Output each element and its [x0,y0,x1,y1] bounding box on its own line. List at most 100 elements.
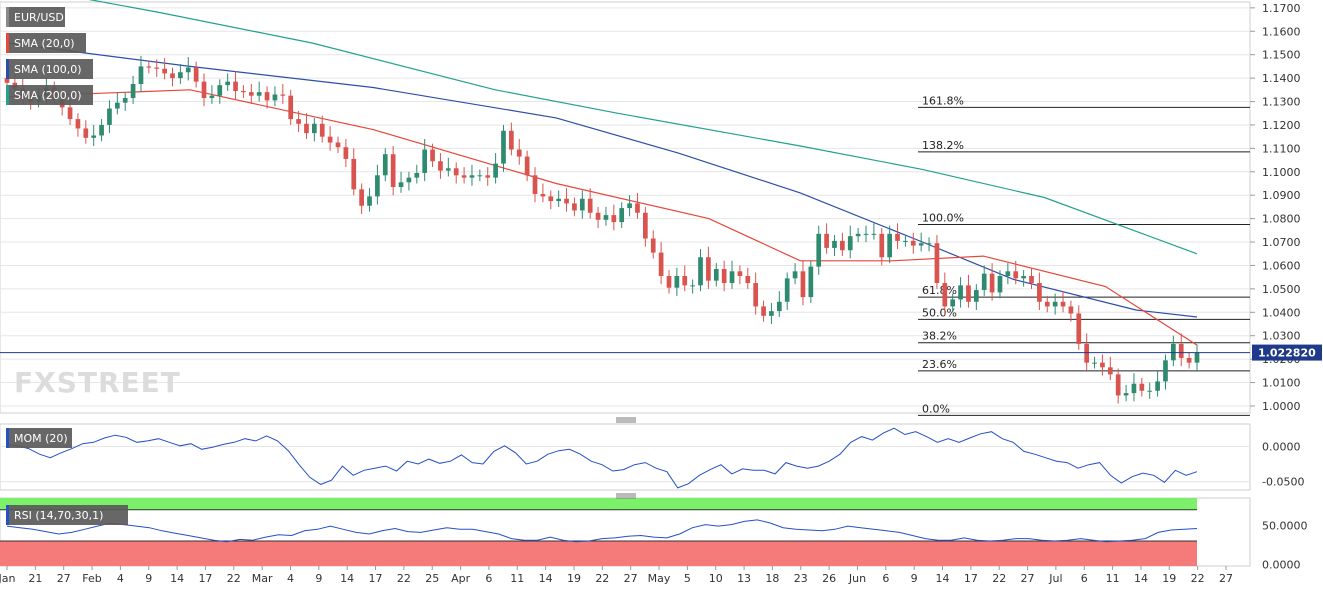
candle-body [280,94,286,96]
legend-swatch [6,428,9,448]
x-tick-label: Jan [0,572,16,585]
candle-body [193,67,199,82]
fib-label: 0.0% [922,402,950,415]
candle-body [493,163,498,178]
price-legend: EUR/USD [6,7,65,27]
candle-body [1013,271,1019,279]
x-tick-label: 21 [28,572,42,585]
price-panel[interactable]: 1.00001.01001.02001.03001.04001.05001.06… [0,0,1322,416]
candle-body [509,130,514,150]
candle-body [414,172,420,178]
candle-body [1178,343,1184,358]
candle-body [1021,276,1026,279]
legend-bg [6,428,72,448]
candle-body [548,196,554,202]
candle-body [209,95,215,99]
candle-body [91,135,97,138]
x-tick-label: 9 [315,572,322,585]
rsi-panel[interactable]: 50.0000 0.0000 [0,497,1308,571]
fib-label: 50.0% [922,306,957,319]
fib-label: 38.2% [922,330,957,343]
y-tick-label: 1.0700 [1262,236,1301,249]
candle-body [966,285,971,302]
x-tick-label: 14 [340,572,354,585]
x-tick-label: 22 [227,572,241,585]
sma100-line [6,42,1198,318]
legend-text: SMA (20,0) [14,37,75,50]
x-tick-label: 9 [911,572,918,585]
candle-body [453,168,459,176]
candle-body [1084,343,1090,363]
candle-body [855,233,861,237]
candle-body [477,175,483,177]
momentum-legend: MOM (20) [6,428,72,448]
candle-body [327,136,333,143]
candle-body [540,194,546,197]
momentum-panel[interactable]: 0.0000 -0.0500 [0,423,1304,491]
candle-body [832,240,837,248]
y-tick-label: 1.1100 [1262,142,1301,155]
candle-body [721,268,727,284]
candle-body [942,283,948,307]
y-tick-label: 0.0000 [1262,440,1301,453]
x-tick-label: Mar [252,572,273,585]
y-tick-label: 0.0000 [1262,558,1301,571]
fib-label: 23.6% [922,358,957,371]
candle-body [1029,276,1034,284]
candle-body [816,233,822,267]
candle-body [1115,374,1121,396]
candle-body [1044,301,1050,307]
candle-body [83,128,89,138]
candle-body [516,149,522,157]
x-tick-label: 18 [765,572,779,585]
candle-body [438,161,443,171]
candle-body [863,233,869,235]
candle-body [170,73,175,79]
y-tick-label: 1.0800 [1262,213,1301,226]
x-tick-label: 4 [287,572,294,585]
candle-body [138,66,144,84]
candle-body [1052,301,1058,307]
candle-body [524,156,530,176]
legend-text: SMA (200,0) [14,89,82,102]
mom-splitter[interactable] [616,493,636,499]
candle-body [146,66,152,68]
fxstreet-watermark: FXSTREET [14,366,181,399]
candle-body [619,208,625,223]
candle-body [635,203,640,213]
candle-body [973,290,979,302]
x-axis: Jan 21 27 Feb 4 9 14 17 22 Mar 4 9 14 17 22 25 Apr 6 11 14 1… [0,566,1233,585]
fib-label: 138.2% [922,139,964,152]
candle-body [233,81,238,91]
candle-body [75,119,81,129]
candle-body [430,149,435,162]
x-tick-label: 22 [992,572,1006,585]
candle-body [564,198,569,204]
price-splitter[interactable] [616,417,636,423]
x-tick-label: 19 [567,572,581,585]
y-tick-label: 1.1700 [1262,2,1301,15]
x-tick-label: 6 [882,572,889,585]
x-tick-label: 11 [510,572,524,585]
candle-body [1123,393,1129,396]
x-tick-label: Apr [451,572,471,585]
x-tick-label: 13 [737,572,751,585]
candle-body [288,95,294,120]
candle-body [989,273,995,293]
x-tick-label: Jul [1048,572,1062,585]
candle-body [367,196,372,206]
legend-bg [6,505,128,525]
candle-body [469,175,475,178]
candle-body [1037,283,1042,302]
candle-body [745,276,751,284]
y-tick-label: 1.1300 [1262,96,1301,109]
momentum-line [6,427,1198,489]
candle-body [682,276,688,286]
candle-body [690,285,695,287]
candle-body [595,212,601,220]
x-tick-label: May [648,572,671,585]
candle-body [114,102,120,109]
x-tick-label: 19 [1162,572,1176,585]
x-tick-label: 17 [198,572,212,585]
